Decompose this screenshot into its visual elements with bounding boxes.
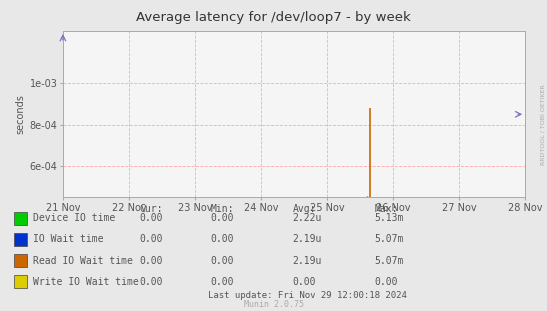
Text: 0.00: 0.00 xyxy=(375,277,398,287)
Text: Avg:: Avg: xyxy=(293,204,316,214)
Text: 2.19u: 2.19u xyxy=(293,256,322,266)
Text: RRDTOOL / TOBI OETIKER: RRDTOOL / TOBI OETIKER xyxy=(540,84,545,165)
Text: 0.00: 0.00 xyxy=(139,234,163,244)
Text: Max:: Max: xyxy=(375,204,398,214)
Text: 5.07m: 5.07m xyxy=(375,256,404,266)
Text: IO Wait time: IO Wait time xyxy=(33,234,103,244)
Y-axis label: seconds: seconds xyxy=(15,94,25,134)
Text: Cur:: Cur: xyxy=(139,204,163,214)
Text: 0.00: 0.00 xyxy=(211,277,234,287)
Text: 0.00: 0.00 xyxy=(139,256,163,266)
Text: 5.07m: 5.07m xyxy=(375,234,404,244)
Text: Write IO Wait time: Write IO Wait time xyxy=(33,277,138,287)
Text: 0.00: 0.00 xyxy=(139,213,163,223)
Text: 2.19u: 2.19u xyxy=(293,234,322,244)
Text: Read IO Wait time: Read IO Wait time xyxy=(33,256,133,266)
Text: 2.22u: 2.22u xyxy=(293,213,322,223)
Text: Min:: Min: xyxy=(211,204,234,214)
Text: 5.13m: 5.13m xyxy=(375,213,404,223)
Text: 0.00: 0.00 xyxy=(211,213,234,223)
Text: Device IO time: Device IO time xyxy=(33,213,115,223)
Text: 0.00: 0.00 xyxy=(211,256,234,266)
Text: Munin 2.0.75: Munin 2.0.75 xyxy=(243,299,304,309)
Text: 0.00: 0.00 xyxy=(139,277,163,287)
Text: 0.00: 0.00 xyxy=(293,277,316,287)
Text: 0.00: 0.00 xyxy=(211,234,234,244)
Text: Average latency for /dev/loop7 - by week: Average latency for /dev/loop7 - by week xyxy=(136,11,411,24)
Text: Last update: Fri Nov 29 12:00:18 2024: Last update: Fri Nov 29 12:00:18 2024 xyxy=(208,291,407,300)
